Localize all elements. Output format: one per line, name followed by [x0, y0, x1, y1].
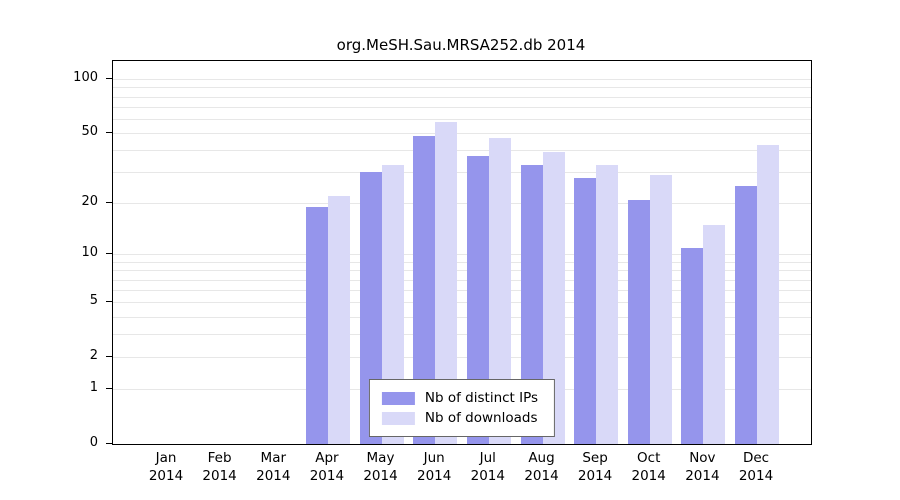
x-label-year: 2014 [202, 468, 237, 484]
legend-swatch-downloads [381, 411, 415, 425]
y-tick-mark-5 [106, 301, 112, 303]
gridline-7 [113, 279, 811, 281]
x-label-year: 2014 [524, 468, 559, 484]
y-tick-mark-1 [106, 388, 112, 390]
y-tick-label-5: 5 [89, 293, 98, 309]
gridline-70 [113, 106, 811, 108]
x-label-sep: Sep 2014 [555, 449, 635, 485]
y-tick-label-50: 50 [81, 124, 98, 139]
gridline-90 [113, 87, 811, 89]
y-tick-mark-50 [106, 132, 112, 133]
x-label-month: Dec [742, 450, 770, 466]
gridline-30 [113, 172, 811, 174]
legend: Nb of distinct IPs Nb of downloads [368, 379, 556, 437]
x-label-month: May [366, 450, 395, 466]
bar-aug-downloads [542, 152, 565, 444]
bar-may-downloads [381, 165, 404, 444]
x-label-month: Jan [155, 450, 177, 466]
x-label-month: Sep [582, 450, 608, 466]
x-label-year: 2014 [631, 468, 666, 484]
legend-label-downloads: Nb of downloads [424, 410, 538, 426]
x-label-year: 2014 [256, 468, 291, 484]
x-label-apr: Apr 2014 [287, 449, 367, 485]
x-label-year: 2014 [577, 468, 613, 484]
x-label-may: May 2014 [341, 449, 421, 485]
gridline-10 [113, 254, 811, 256]
bar-oct-downloads [649, 175, 672, 444]
gridline-50 [113, 133, 811, 134]
gridline-60 [113, 118, 811, 120]
legend-swatch-distinct-ips [381, 391, 415, 405]
y-tick-label-20: 20 [81, 194, 98, 210]
x-label-feb: Feb 2014 [180, 449, 260, 485]
bar-jun-downloads [435, 121, 458, 444]
bar-jul-distinct-ips [466, 156, 489, 444]
gridline-20 [113, 203, 811, 205]
gridline-3 [113, 334, 811, 336]
gridline-9 [113, 261, 811, 263]
bar-jul-downloads [488, 137, 511, 444]
gridline-6 [113, 290, 811, 292]
x-label-month: Mar [260, 450, 287, 466]
gridline-80 [113, 96, 811, 98]
gridline-100 [113, 79, 811, 80]
bar-dec-distinct-ips [735, 186, 757, 444]
x-label-year: 2014 [470, 468, 505, 484]
x-label-month: Oct [637, 450, 661, 466]
x-label-year: 2014 [363, 468, 398, 484]
x-label-year: 2014 [738, 468, 774, 484]
x-label-mar: Mar 2014 [233, 449, 313, 485]
chart-title: org.MeSH.Sau.MRSA252.db 2014 [336, 36, 586, 54]
x-label-year: 2014 [148, 468, 184, 484]
y-tick-label-1: 1 [89, 380, 98, 396]
x-label-month: Nov [689, 450, 716, 466]
bar-oct-distinct-ips [627, 199, 650, 444]
x-label-month: Feb [207, 450, 232, 466]
gridline-2 [113, 357, 811, 359]
y-tick-mark-100 [106, 78, 112, 79]
x-label-nov: Nov 2014 [662, 449, 742, 485]
legend-item-downloads: Nb of downloads [381, 408, 538, 428]
x-label-month: Aug [528, 450, 555, 466]
bar-aug-distinct-ips [520, 165, 543, 444]
legend-item-distinct-ips: Nb of distinct IPs [381, 388, 539, 408]
bar-sep-distinct-ips [574, 177, 597, 444]
y-tick-mark-0 [106, 443, 112, 444]
x-label-jan: Jan 2014 [126, 449, 206, 485]
y-tick-label-2: 2 [89, 348, 98, 364]
bar-dec-downloads [757, 144, 779, 444]
legend-label-distinct-ips: Nb of distinct IPs [424, 390, 539, 406]
x-label-month: Apr [315, 450, 339, 466]
bar-nov-downloads [703, 224, 726, 444]
gridline-8 [113, 270, 811, 272]
gridline-40 [113, 150, 811, 152]
y-tick-mark-20 [106, 202, 112, 204]
x-label-year: 2014 [417, 468, 452, 484]
gridline-5 [113, 302, 811, 304]
y-tick-mark-2 [106, 356, 112, 358]
x-label-aug: Aug 2014 [502, 449, 582, 485]
x-label-month: Jun [423, 450, 445, 466]
y-tick-label-0: 0 [89, 435, 98, 450]
y-tick-label-10: 10 [81, 245, 98, 261]
x-label-year: 2014 [685, 468, 720, 484]
x-label-jun: Jun 2014 [394, 449, 474, 485]
x-label-dec: Dec 2014 [716, 449, 796, 485]
bar-sep-downloads [596, 165, 619, 444]
y-tick-mark-10 [106, 253, 112, 255]
bar-may-distinct-ips [359, 172, 382, 444]
bar-apr-distinct-ips [305, 207, 328, 444]
plot-area: Nb of distinct IPs Nb of downloads [112, 60, 812, 445]
x-label-oct: Oct 2014 [609, 449, 689, 485]
y-tick-label-100: 100 [73, 70, 98, 85]
x-label-jul: Jul 2014 [448, 449, 528, 485]
gridline-4 [113, 316, 811, 318]
x-label-year: 2014 [309, 468, 345, 484]
bar-jun-distinct-ips [413, 136, 436, 444]
x-label-month: Jul [479, 450, 496, 466]
bar-apr-downloads [327, 196, 350, 444]
bar-nov-distinct-ips [681, 247, 704, 444]
